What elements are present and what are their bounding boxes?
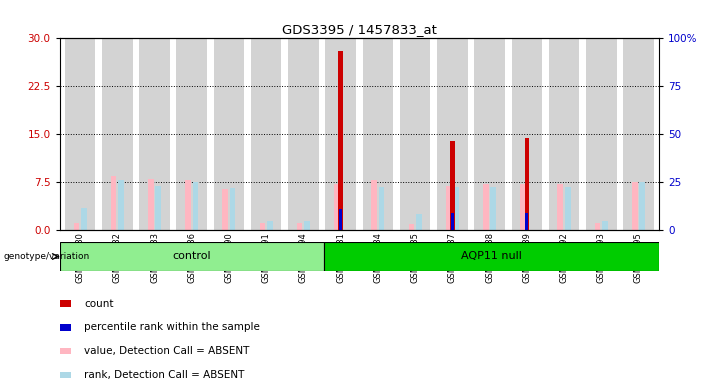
Bar bbox=[475, 38, 505, 230]
Bar bbox=[639, 182, 645, 230]
Bar bbox=[565, 187, 571, 230]
Text: percentile rank within the sample: percentile rank within the sample bbox=[84, 322, 260, 332]
Text: rank, Detection Call = ABSENT: rank, Detection Call = ABSENT bbox=[84, 370, 245, 380]
FancyBboxPatch shape bbox=[60, 242, 324, 271]
Bar bbox=[437, 38, 468, 230]
Bar bbox=[524, 137, 529, 230]
Bar bbox=[325, 38, 356, 230]
Text: control: control bbox=[172, 251, 211, 262]
Bar bbox=[446, 185, 451, 230]
Bar bbox=[185, 180, 191, 230]
Bar bbox=[400, 38, 430, 230]
Bar bbox=[623, 38, 654, 230]
Bar bbox=[525, 213, 529, 230]
Bar bbox=[177, 38, 207, 230]
Bar bbox=[416, 214, 421, 230]
Bar bbox=[118, 180, 124, 230]
Bar bbox=[111, 176, 116, 230]
Bar bbox=[454, 187, 459, 230]
Bar bbox=[602, 221, 608, 230]
Bar bbox=[632, 182, 637, 230]
Bar bbox=[156, 185, 161, 230]
Bar bbox=[230, 187, 236, 230]
Bar bbox=[148, 179, 154, 230]
Bar bbox=[339, 209, 342, 230]
Bar bbox=[586, 38, 616, 230]
Bar bbox=[74, 223, 79, 230]
Text: count: count bbox=[84, 298, 114, 308]
Bar bbox=[557, 184, 563, 230]
Bar bbox=[251, 38, 282, 230]
Bar bbox=[483, 184, 489, 230]
Bar bbox=[193, 182, 198, 230]
Text: genotype/variation: genotype/variation bbox=[4, 252, 90, 261]
Bar bbox=[64, 38, 95, 230]
Bar bbox=[81, 208, 87, 230]
Bar bbox=[139, 38, 170, 230]
Bar bbox=[450, 141, 454, 230]
Bar bbox=[549, 38, 579, 230]
Text: AQP11 null: AQP11 null bbox=[461, 251, 522, 262]
Bar bbox=[339, 51, 343, 230]
Bar bbox=[334, 184, 340, 230]
Bar bbox=[451, 213, 454, 230]
Bar bbox=[102, 38, 132, 230]
Bar bbox=[362, 38, 393, 230]
Bar bbox=[288, 38, 319, 230]
FancyBboxPatch shape bbox=[324, 242, 659, 271]
Title: GDS3395 / 1457833_at: GDS3395 / 1457833_at bbox=[282, 23, 437, 36]
Bar bbox=[267, 221, 273, 230]
Bar bbox=[409, 224, 414, 230]
Text: value, Detection Call = ABSENT: value, Detection Call = ABSENT bbox=[84, 346, 250, 356]
Bar bbox=[304, 221, 310, 230]
Bar bbox=[297, 223, 303, 230]
Bar bbox=[372, 180, 377, 230]
Bar bbox=[379, 187, 384, 230]
Bar bbox=[222, 189, 228, 230]
Bar bbox=[259, 223, 265, 230]
Bar bbox=[214, 38, 244, 230]
Bar bbox=[491, 187, 496, 230]
Bar bbox=[512, 38, 542, 230]
Bar bbox=[520, 184, 526, 230]
Bar bbox=[594, 223, 600, 230]
